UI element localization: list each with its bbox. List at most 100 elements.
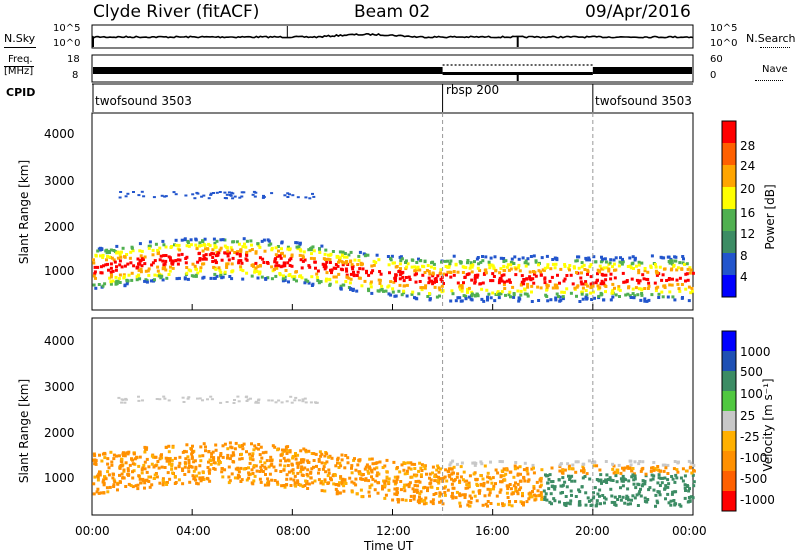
data-cell — [545, 254, 549, 258]
data-cell — [331, 250, 335, 253]
data-cell — [325, 271, 329, 275]
data-cell — [618, 295, 621, 298]
data-cell — [115, 265, 118, 269]
data-cell — [687, 489, 691, 493]
data-cell — [414, 296, 418, 300]
data-cell — [484, 271, 488, 275]
data-cell — [310, 467, 314, 471]
data-cell — [259, 445, 263, 449]
data-cell — [532, 466, 535, 470]
data-cell — [245, 478, 249, 482]
data-cell — [623, 501, 627, 505]
data-cell — [98, 473, 102, 477]
data-cell — [449, 461, 453, 465]
data-cell — [130, 271, 134, 275]
data-cell — [247, 473, 251, 477]
data-cell — [294, 270, 298, 274]
data-cell — [271, 444, 275, 448]
data-cell — [387, 480, 391, 484]
data-cell — [689, 465, 693, 469]
data-cell — [288, 264, 292, 267]
data-cell — [668, 290, 672, 294]
data-cell — [546, 284, 550, 288]
data-cell — [383, 464, 387, 468]
data-cell — [198, 257, 202, 260]
data-cell — [502, 265, 506, 269]
data-cell — [183, 473, 187, 476]
data-cell — [315, 276, 319, 279]
data-cell — [428, 292, 431, 295]
freq-band — [93, 67, 443, 74]
data-cell — [445, 479, 449, 483]
data-cell — [339, 287, 343, 291]
data-cell — [480, 297, 484, 301]
data-cell — [240, 261, 244, 265]
data-cell — [303, 281, 307, 285]
data-cell — [341, 261, 345, 265]
data-cell — [101, 256, 105, 259]
data-cell — [160, 274, 164, 278]
data-cell — [290, 469, 294, 473]
data-cell — [270, 246, 274, 250]
data-cell — [450, 289, 454, 293]
data-cell — [482, 481, 486, 485]
data-cell — [543, 277, 547, 281]
data-cell — [415, 272, 418, 276]
data-cell — [233, 447, 237, 451]
data-cell — [404, 259, 408, 263]
data-cell — [351, 264, 355, 268]
data-cell — [99, 491, 103, 495]
data-cell — [416, 265, 420, 269]
data-cell — [339, 476, 343, 480]
data-cell — [570, 467, 574, 471]
data-cell — [256, 276, 260, 280]
data-cell — [185, 255, 189, 259]
data-cell — [187, 244, 191, 248]
data-cell — [104, 263, 108, 267]
data-cell — [409, 467, 413, 471]
velocity-cb-tick: 25 — [740, 409, 756, 423]
data-cell — [387, 263, 391, 267]
data-cell — [406, 461, 410, 465]
data-cell — [522, 468, 526, 472]
data-cell — [112, 457, 116, 461]
data-cell — [453, 478, 457, 482]
data-cell — [315, 464, 318, 468]
data-cell — [299, 258, 303, 262]
data-cell — [261, 451, 265, 455]
data-cell — [568, 478, 572, 481]
data-cell — [317, 468, 321, 471]
data-cell — [392, 479, 396, 483]
data-cell — [686, 500, 690, 504]
data-cell — [127, 273, 131, 277]
data-cell — [522, 501, 525, 505]
data-cell — [282, 484, 286, 487]
data-cell — [316, 269, 320, 273]
data-cell — [201, 476, 205, 480]
x-tick: 04:00 — [176, 524, 211, 538]
data-cell — [421, 286, 425, 290]
data-cell — [236, 466, 240, 470]
data-cell — [241, 269, 245, 273]
data-cell — [314, 266, 317, 270]
data-cell — [328, 253, 332, 257]
data-cell — [635, 493, 639, 497]
data-cell — [351, 289, 355, 292]
data-cell — [530, 467, 534, 471]
data-cell — [470, 496, 473, 500]
data-cell — [428, 279, 432, 283]
data-cell — [185, 443, 189, 447]
data-cell — [171, 266, 175, 270]
data-cell — [471, 490, 475, 494]
data-cell — [378, 270, 382, 273]
data-cell — [238, 252, 242, 256]
velocity-cb-tick: -1000 — [740, 493, 775, 507]
data-cell — [669, 268, 673, 272]
data-cell — [228, 251, 231, 255]
data-cell — [230, 270, 234, 274]
data-cell — [285, 400, 289, 403]
data-cell — [413, 467, 417, 470]
data-cell — [661, 273, 665, 277]
data-cell — [131, 458, 135, 462]
data-cell — [482, 484, 486, 488]
